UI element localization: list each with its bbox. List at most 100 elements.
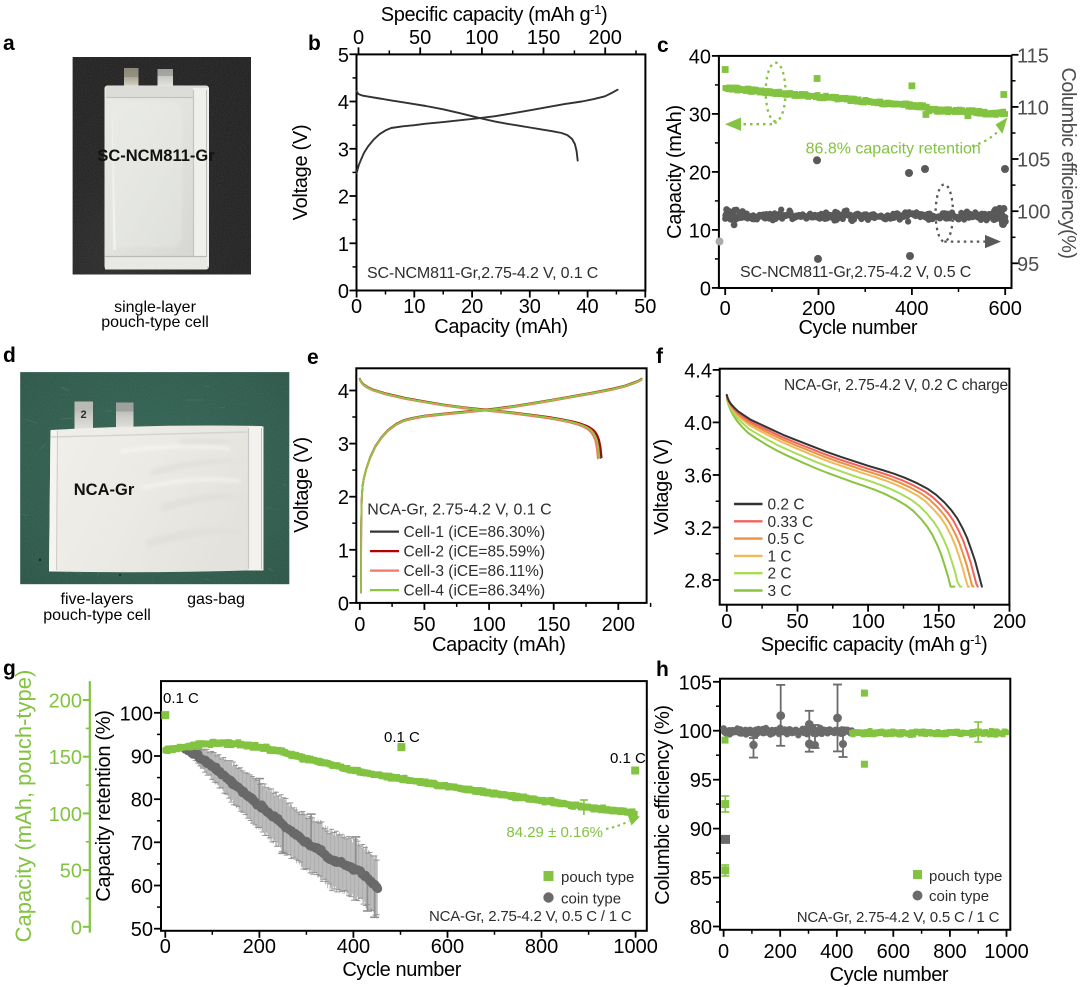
svg-text:40: 40 (576, 296, 598, 318)
svg-text:100: 100 (851, 611, 884, 633)
svg-text:c: c (657, 34, 669, 57)
svg-text:200: 200 (993, 611, 1026, 633)
svg-text:50: 50 (786, 611, 808, 633)
svg-text:150: 150 (527, 27, 560, 49)
svg-text:coin type: coin type (929, 888, 989, 905)
svg-text:1000: 1000 (984, 941, 1029, 963)
svg-text:400: 400 (337, 936, 370, 958)
svg-text:h: h (656, 658, 669, 681)
svg-text:0.1 C: 0.1 C (163, 690, 199, 707)
svg-text:0: 0 (160, 936, 171, 958)
svg-text:3.2: 3.2 (684, 518, 712, 540)
svg-text:f: f (656, 345, 664, 368)
svg-text:0: 0 (721, 611, 732, 633)
svg-text:0: 0 (700, 278, 711, 300)
svg-text:200: 200 (49, 691, 82, 713)
svg-text:84.29 ± 0.16%: 84.29 ± 0.16% (506, 824, 603, 841)
svg-text:110: 110 (1017, 97, 1049, 119)
svg-text:20: 20 (461, 296, 483, 318)
svg-text:Cell-3 (iCE=86.11%): Cell-3 (iCE=86.11%) (404, 563, 545, 580)
svg-text:0: 0 (338, 281, 349, 303)
svg-text:200: 200 (602, 614, 635, 636)
svg-text:0.33 C: 0.33 C (768, 514, 814, 531)
svg-text:80: 80 (131, 790, 153, 812)
svg-text:Voltage (V): Voltage (V) (291, 437, 313, 533)
svg-text:Capacity (mAh, pouch-type): Capacity (mAh, pouch-type) (11, 670, 36, 943)
svg-text:150: 150 (922, 611, 955, 633)
svg-text:50: 50 (60, 861, 82, 883)
svg-text:5: 5 (338, 45, 349, 67)
svg-text:95: 95 (690, 770, 712, 792)
svg-text:90: 90 (690, 819, 712, 841)
svg-text:600: 600 (877, 941, 910, 963)
svg-text:0: 0 (354, 614, 365, 636)
svg-text:NCA-Gr, 2.75-4.2 V, 0.5 C / 1: NCA-Gr, 2.75-4.2 V, 0.5 C / 1 C (429, 908, 632, 925)
svg-text:0: 0 (71, 917, 82, 939)
svg-text:20: 20 (689, 162, 711, 184)
svg-text:600: 600 (989, 298, 1022, 320)
svg-text:50: 50 (634, 296, 656, 318)
svg-text:4: 4 (338, 381, 349, 403)
svg-text:200: 200 (589, 27, 622, 49)
svg-text:Voltage (V): Voltage (V) (651, 439, 673, 535)
svg-text:100: 100 (679, 721, 712, 743)
svg-text:Specific capacity (mAh g-1): Specific capacity (mAh g-1) (761, 632, 987, 656)
svg-text:Specific capacity (mAh g-1): Specific capacity (mAh g-1) (381, 2, 607, 26)
svg-text:90: 90 (131, 746, 153, 768)
svg-text:SC-NCM811-Gr: SC-NCM811-Gr (97, 147, 215, 165)
svg-text:4: 4 (338, 92, 349, 114)
svg-text:Cell-2 (iCE=85.59%): Cell-2 (iCE=85.59%) (404, 544, 546, 561)
svg-text:50: 50 (413, 614, 435, 636)
svg-text:85: 85 (690, 868, 712, 890)
svg-text:3: 3 (338, 139, 349, 161)
svg-text:105: 105 (1017, 150, 1050, 172)
svg-text:2 C: 2 C (768, 566, 792, 583)
svg-text:a: a (3, 32, 15, 55)
svg-text:1000: 1000 (613, 936, 658, 958)
svg-text:Capacity (mAh): Capacity (mAh) (434, 316, 568, 338)
svg-text:86.8% capacity retention: 86.8% capacity retention (806, 141, 981, 158)
svg-text:2: 2 (338, 487, 349, 509)
svg-text:3.6: 3.6 (684, 465, 712, 487)
svg-text:b: b (308, 32, 321, 55)
svg-text:400: 400 (895, 298, 928, 320)
svg-text:150: 150 (537, 614, 570, 636)
svg-text:Cycle number: Cycle number (799, 317, 918, 339)
svg-text:five-layers: five-layers (61, 591, 134, 608)
svg-text:g: g (3, 657, 16, 680)
svg-text:0: 0 (338, 593, 349, 615)
svg-text:100: 100 (120, 703, 153, 725)
svg-text:0.2 C: 0.2 C (768, 497, 805, 514)
svg-text:40: 40 (689, 46, 711, 68)
svg-text:200: 200 (243, 936, 276, 958)
svg-text:Voltage (V): Voltage (V) (290, 125, 312, 221)
svg-text:0.5 C: 0.5 C (768, 531, 805, 548)
svg-text:Cell-1 (iCE=86.30%): Cell-1 (iCE=86.30%) (404, 524, 546, 541)
svg-text:50: 50 (131, 919, 153, 941)
svg-text:SC-NCM811-Gr,2.75-4.2 V, 0.1 C: SC-NCM811-Gr,2.75-4.2 V, 0.1 C (367, 265, 598, 282)
svg-text:NCA-Gr, 2.75-4.2 V, 0.5 C / 1: NCA-Gr, 2.75-4.2 V, 0.5 C / 1 C (797, 909, 1000, 926)
svg-text:200: 200 (763, 941, 796, 963)
svg-text:100: 100 (1017, 202, 1050, 224)
svg-text:150: 150 (49, 747, 82, 769)
svg-text:pouch type: pouch type (561, 869, 634, 886)
svg-text:0: 0 (353, 27, 364, 49)
svg-text:e: e (307, 346, 319, 369)
svg-text:60: 60 (131, 876, 153, 898)
svg-text:1: 1 (338, 234, 349, 256)
svg-text:Cell-4 (iCE=86.34%): Cell-4 (iCE=86.34%) (404, 583, 546, 600)
svg-text:115: 115 (1017, 45, 1049, 67)
svg-text:3: 3 (338, 434, 349, 456)
svg-text:pouch type: pouch type (929, 868, 1002, 885)
svg-text:NCA-Gr, 2.75-4.2 V, 0.1 C: NCA-Gr, 2.75-4.2 V, 0.1 C (367, 502, 551, 519)
svg-text:pouch-type cell: pouch-type cell (101, 314, 209, 331)
svg-text:30: 30 (519, 296, 541, 318)
svg-text:30: 30 (689, 104, 711, 126)
svg-text:0: 0 (351, 296, 362, 318)
svg-text:800: 800 (525, 936, 558, 958)
svg-text:10: 10 (689, 220, 711, 242)
svg-text:pouch-type cell: pouch-type cell (43, 607, 151, 624)
svg-text:2: 2 (338, 187, 349, 209)
svg-text:4.0: 4.0 (684, 413, 712, 435)
svg-text:NCA-Gr, 2.75-4.2 V, 0.2 C char: NCA-Gr, 2.75-4.2 V, 0.2 C charge (784, 377, 1008, 394)
